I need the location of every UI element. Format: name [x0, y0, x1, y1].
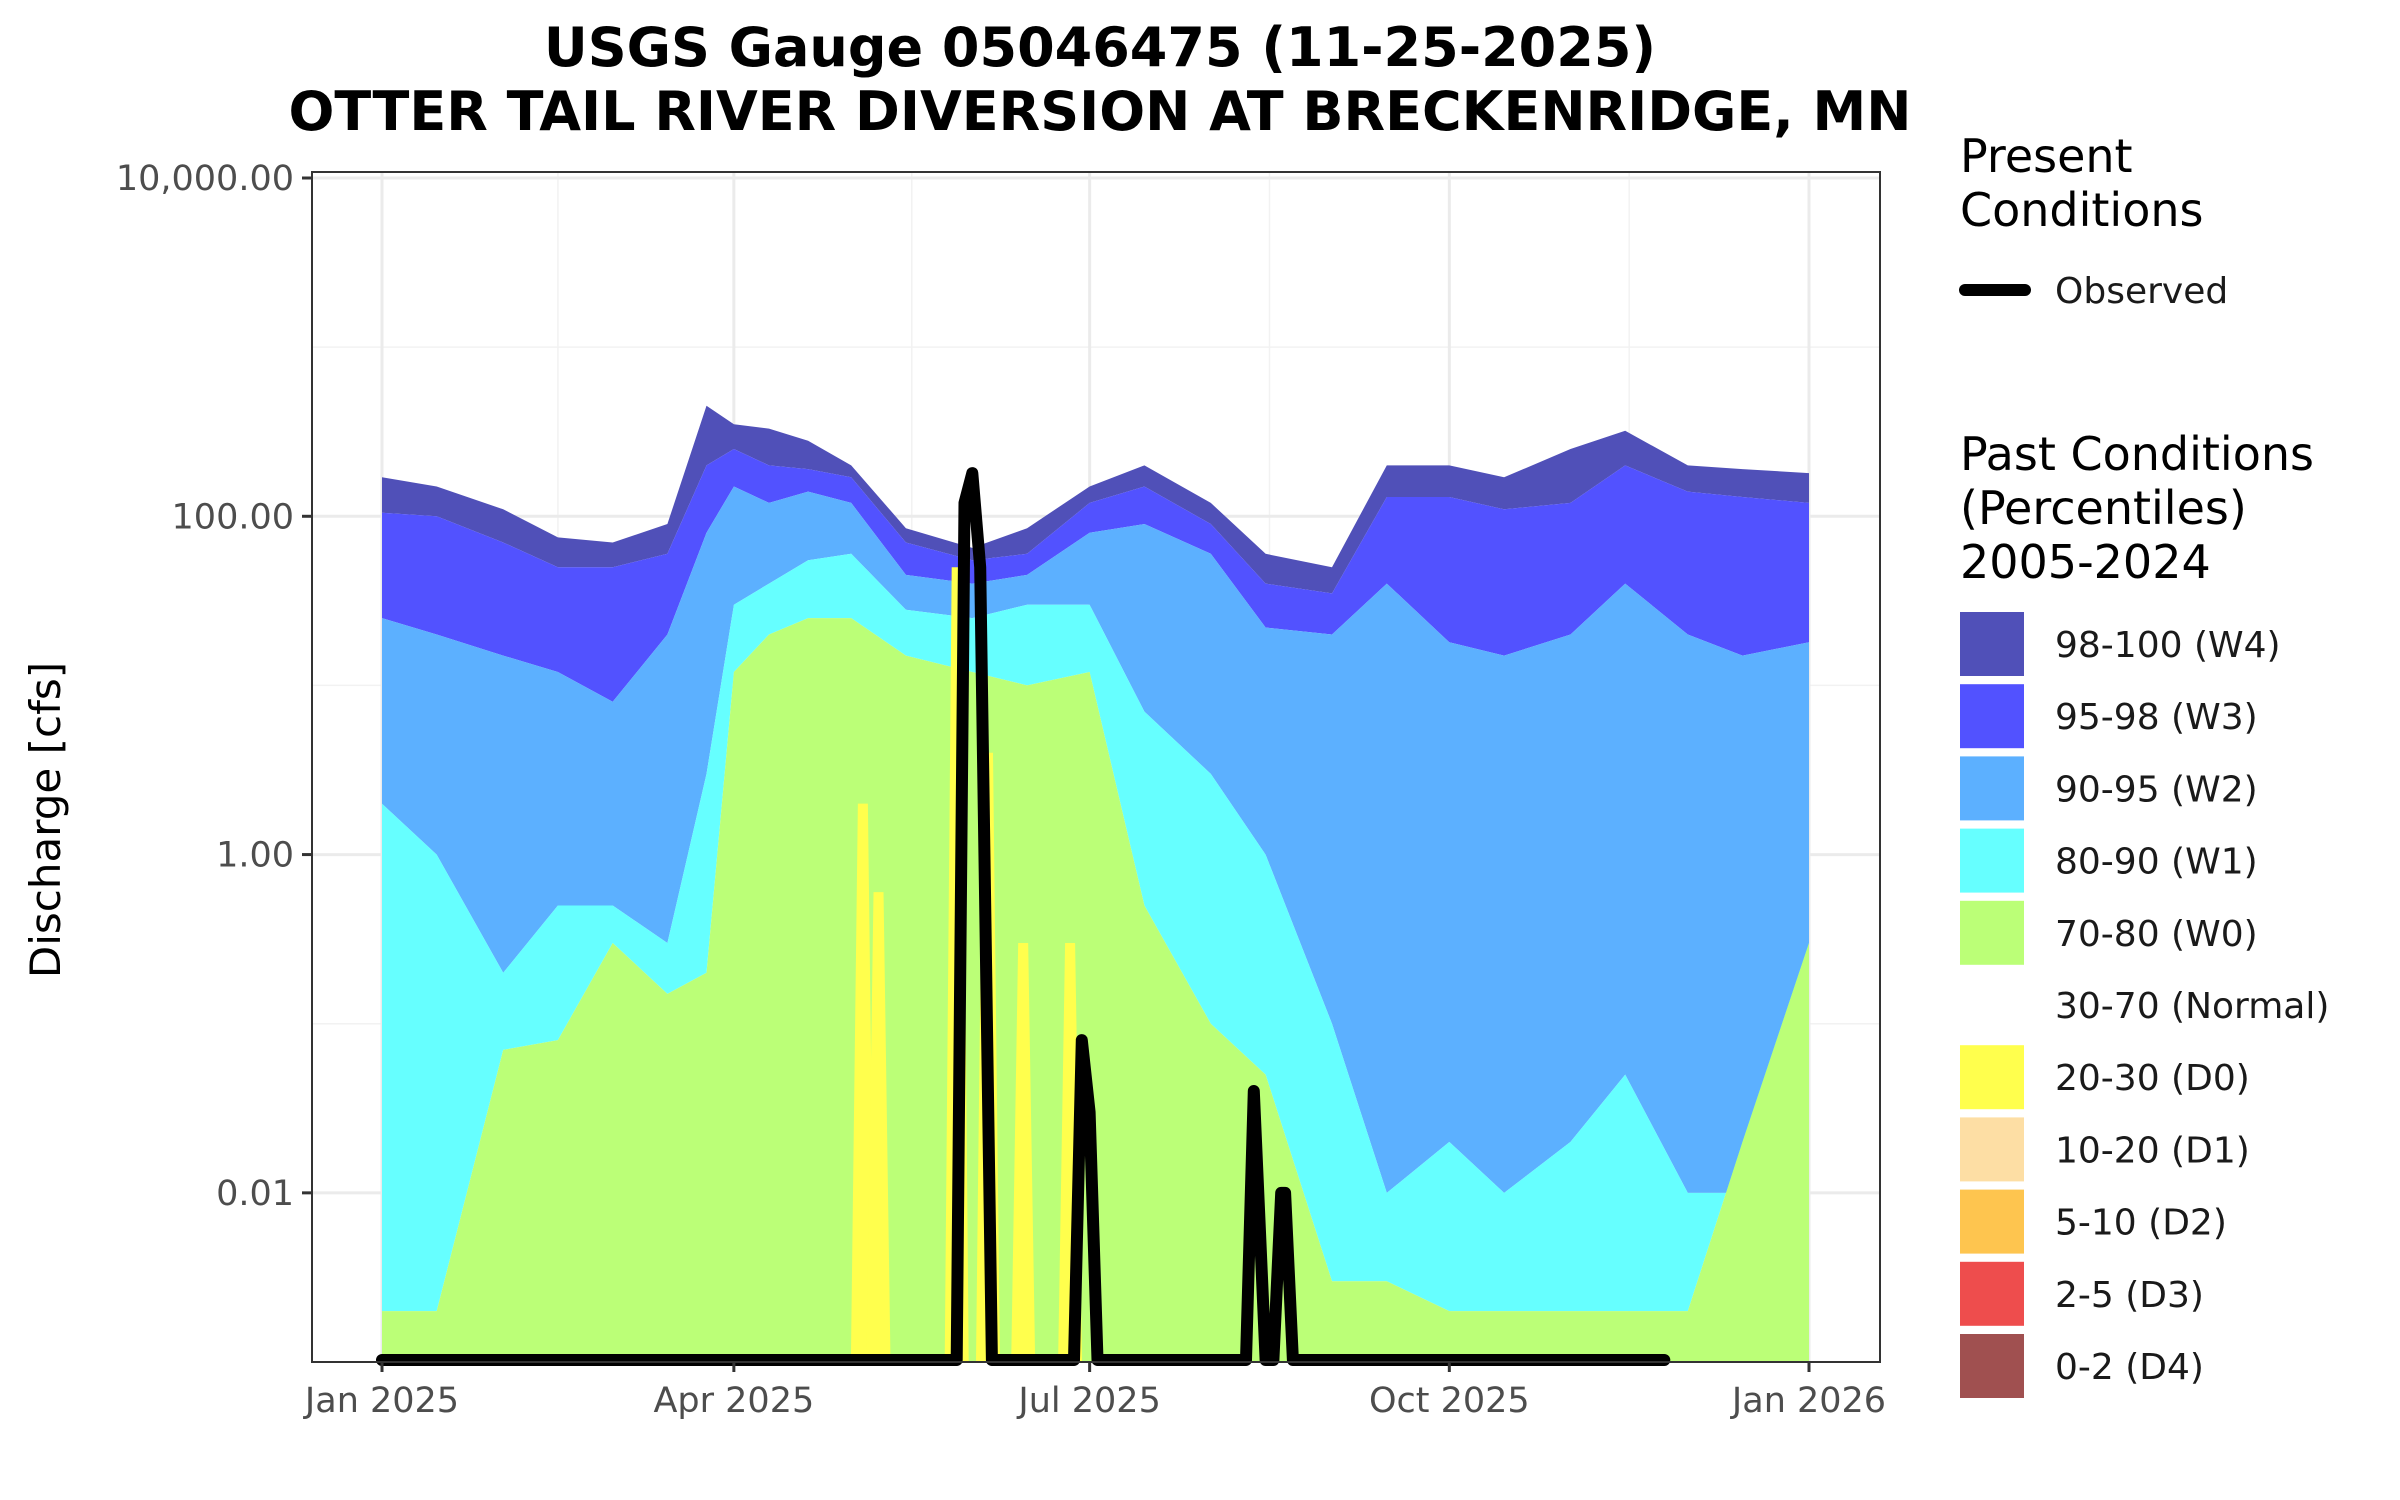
x-tick-label: Apr 2025	[653, 1381, 814, 1421]
plot-border	[311, 171, 1881, 1363]
x-tick-label: Jan 2025	[303, 1381, 459, 1421]
legend-present-title-line: Conditions	[1960, 183, 2203, 237]
legend-swatch	[1960, 612, 2024, 676]
legend-observed-label: Observed	[2055, 271, 2228, 312]
legend-past-title-line: (Percentiles)	[1960, 481, 2247, 535]
legend-swatch	[1960, 973, 2024, 1037]
legend-label: 70-80 (W0)	[2055, 914, 2258, 955]
legend-label: 20-30 (D0)	[2055, 1058, 2250, 1099]
legend-present-title: Present Conditions	[1960, 129, 2203, 237]
legend-past-title: Past Conditions (Percentiles) 2005-2024	[1960, 427, 2314, 589]
legend-swatch	[1960, 1334, 2024, 1398]
legend-label: 98-100 (W4)	[2055, 625, 2281, 666]
x-tick-label: Jul 2025	[1016, 1381, 1160, 1421]
y-axis-label: Discharge [cfs]	[21, 662, 70, 978]
d0-spike	[866, 892, 891, 1362]
chart-title-line2: OTTER TAIL RIVER DIVERSION AT BRECKENRID…	[289, 80, 1912, 143]
legend-swatch	[1960, 756, 2024, 821]
legend-label: 5-10 (D2)	[2055, 1203, 2227, 1244]
legend-swatch	[1960, 1261, 2024, 1326]
plot-area: 10,000.00 100.00 1.00 0.01 Jan 2025 Apr 2025 J…	[116, 159, 1886, 1421]
band-70-80-w0	[382, 618, 1809, 1362]
x-tick-label: Oct 2025	[1369, 1381, 1530, 1421]
legend-label: 90-95 (W2)	[2055, 769, 2258, 810]
legend-present-title-line: Present	[1960, 129, 2133, 183]
band-80-90-w1	[382, 553, 1809, 1312]
legend-label: 80-90 (W1)	[2055, 842, 2258, 883]
legend-label: 10-20 (D1)	[2055, 1130, 2250, 1171]
legend-swatch	[1960, 1045, 2024, 1110]
observed-line	[376, 467, 1671, 1366]
legend-swatch	[1960, 1189, 2024, 1254]
x-tick-label: Jan 2026	[1730, 1381, 1886, 1421]
legend-past-title-line: 2005-2024	[1960, 535, 2211, 589]
band-90-95-w2	[382, 486, 1809, 1193]
legend-swatch	[1960, 900, 2024, 965]
y-tick-label: 100.00	[172, 497, 294, 537]
y-tick-label: 0.01	[216, 1174, 294, 1214]
legend-label: 30-70 (Normal)	[2055, 986, 2329, 1027]
legend-swatch	[1960, 1117, 2024, 1182]
legend-past-title-line: Past Conditions	[1960, 427, 2314, 481]
chart-title-line1: USGS Gauge 05046475 (11-25-2025)	[544, 16, 1656, 79]
legend-swatch	[1960, 828, 2024, 893]
legend-label: 2-5 (D3)	[2055, 1275, 2204, 1316]
band-95-98-w3	[382, 449, 1809, 702]
legend-swatch	[1960, 684, 2024, 749]
legend-label: 0-2 (D4)	[2055, 1347, 2204, 1388]
d0-spike	[1011, 943, 1036, 1362]
y-tick-label: 10,000.00	[116, 159, 294, 199]
legend-label: 95-98 (W3)	[2055, 697, 2258, 738]
band-98-100-w4	[382, 405, 1809, 594]
legend: Present Conditions Past Conditions (Percen…	[1959, 129, 2329, 1398]
y-tick-label: 1.00	[216, 836, 294, 876]
